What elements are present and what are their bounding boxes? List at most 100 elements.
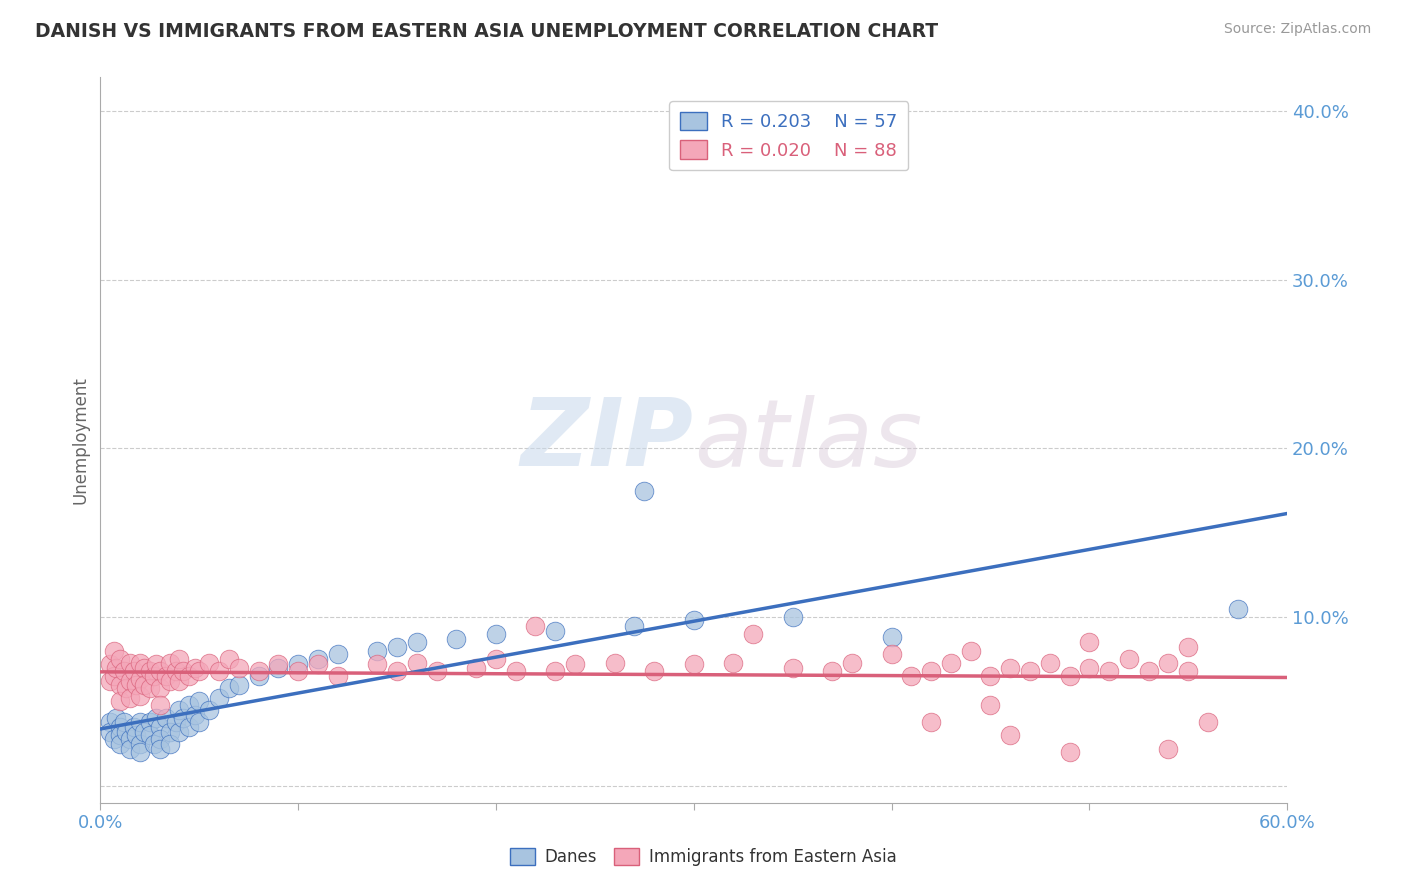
Point xyxy=(118,741,141,756)
Point xyxy=(247,664,270,678)
Point xyxy=(446,632,468,646)
Point xyxy=(307,657,329,672)
Point xyxy=(505,664,527,678)
Point xyxy=(149,664,172,678)
Point xyxy=(485,627,508,641)
Point xyxy=(108,652,131,666)
Point xyxy=(98,714,121,729)
Point xyxy=(103,669,125,683)
Point xyxy=(132,661,155,675)
Point xyxy=(129,673,152,687)
Point xyxy=(142,669,165,683)
Point xyxy=(122,664,145,678)
Point xyxy=(149,720,172,734)
Point xyxy=(108,677,131,691)
Point xyxy=(228,661,250,675)
Point xyxy=(405,656,427,670)
Point xyxy=(385,664,408,678)
Point xyxy=(1118,652,1140,666)
Point xyxy=(405,635,427,649)
Point xyxy=(105,661,128,675)
Point xyxy=(188,664,211,678)
Point xyxy=(179,669,201,683)
Point xyxy=(208,664,231,678)
Point xyxy=(1039,656,1062,670)
Point xyxy=(524,618,547,632)
Point xyxy=(564,657,586,672)
Point xyxy=(979,669,1001,683)
Point xyxy=(1098,664,1121,678)
Point xyxy=(900,669,922,683)
Point xyxy=(118,656,141,670)
Point xyxy=(1157,741,1180,756)
Point xyxy=(165,664,187,678)
Point xyxy=(485,652,508,666)
Point xyxy=(821,664,844,678)
Point xyxy=(198,703,221,717)
Point xyxy=(287,664,309,678)
Point xyxy=(129,737,152,751)
Point xyxy=(179,720,201,734)
Point xyxy=(1197,714,1219,729)
Point xyxy=(1157,656,1180,670)
Point xyxy=(159,674,181,689)
Point xyxy=(105,711,128,725)
Point xyxy=(169,652,191,666)
Point xyxy=(198,656,221,670)
Point xyxy=(920,714,942,729)
Point xyxy=(920,664,942,678)
Point xyxy=(544,664,567,678)
Point xyxy=(118,691,141,706)
Point xyxy=(366,657,388,672)
Point xyxy=(118,731,141,746)
Point xyxy=(129,745,152,759)
Point xyxy=(169,703,191,717)
Point xyxy=(172,664,194,678)
Point xyxy=(326,647,349,661)
Point xyxy=(633,483,655,498)
Point xyxy=(1137,664,1160,678)
Point xyxy=(228,677,250,691)
Point xyxy=(287,657,309,672)
Point xyxy=(108,694,131,708)
Point xyxy=(155,669,177,683)
Text: DANISH VS IMMIGRANTS FROM EASTERN ASIA UNEMPLOYMENT CORRELATION CHART: DANISH VS IMMIGRANTS FROM EASTERN ASIA U… xyxy=(35,22,938,41)
Point xyxy=(139,681,162,695)
Point xyxy=(218,681,240,695)
Point xyxy=(103,644,125,658)
Point xyxy=(169,724,191,739)
Point xyxy=(385,640,408,655)
Point xyxy=(1226,601,1249,615)
Point xyxy=(247,669,270,683)
Point xyxy=(122,720,145,734)
Point xyxy=(939,656,962,670)
Point xyxy=(1177,664,1199,678)
Point xyxy=(623,618,645,632)
Point xyxy=(142,737,165,751)
Point xyxy=(103,731,125,746)
Point xyxy=(782,661,804,675)
Point xyxy=(544,624,567,638)
Point xyxy=(998,661,1021,675)
Point xyxy=(108,737,131,751)
Point xyxy=(125,677,148,691)
Point xyxy=(682,614,704,628)
Point xyxy=(603,656,626,670)
Point xyxy=(1059,669,1081,683)
Point xyxy=(179,698,201,712)
Point xyxy=(366,644,388,658)
Point xyxy=(155,711,177,725)
Point xyxy=(132,724,155,739)
Point xyxy=(172,711,194,725)
Text: atlas: atlas xyxy=(693,394,922,485)
Point xyxy=(108,728,131,742)
Text: ZIP: ZIP xyxy=(520,394,693,486)
Point xyxy=(165,714,187,729)
Point xyxy=(998,728,1021,742)
Point xyxy=(1177,640,1199,655)
Point xyxy=(98,724,121,739)
Point xyxy=(129,656,152,670)
Point xyxy=(267,657,290,672)
Point xyxy=(112,714,135,729)
Point xyxy=(145,711,167,725)
